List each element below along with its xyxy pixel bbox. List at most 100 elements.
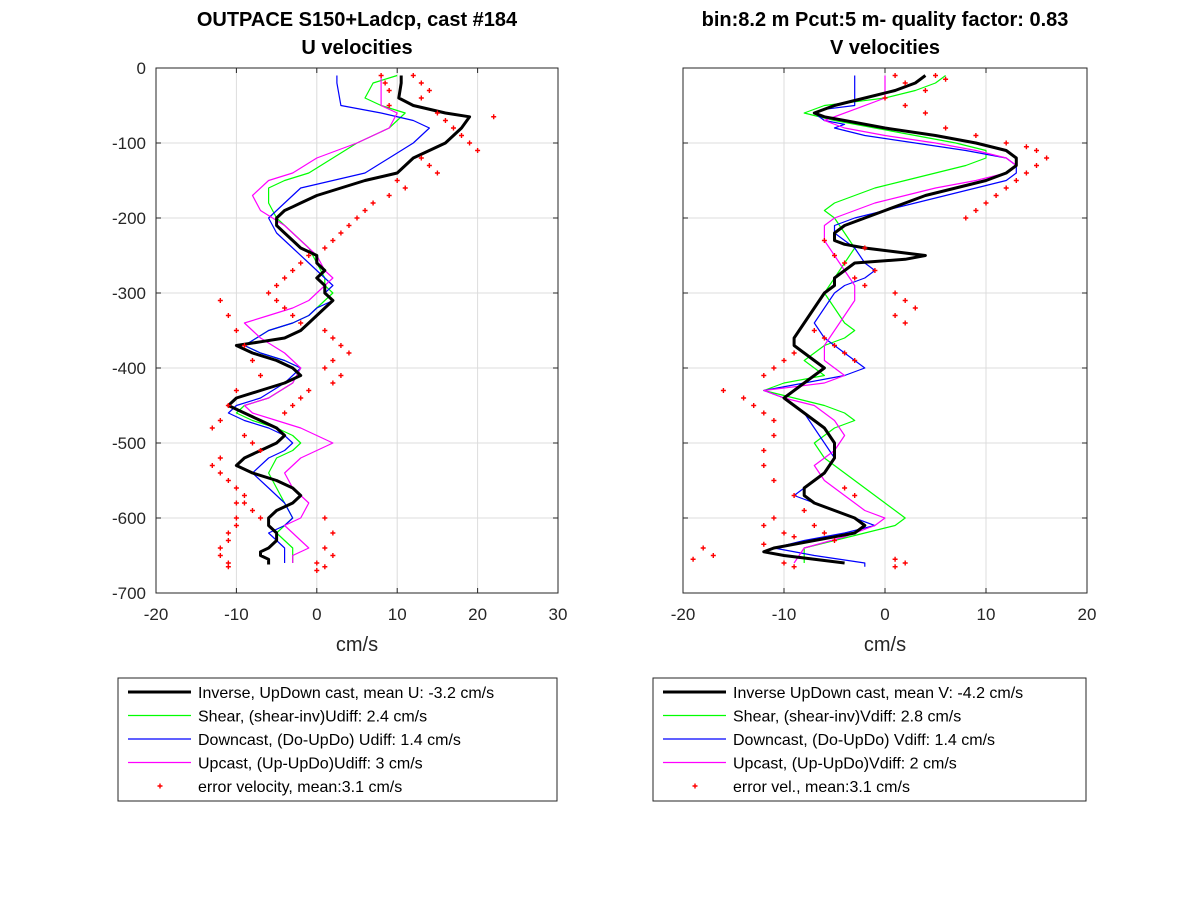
u-error-point (346, 223, 352, 228)
v-error-point (1023, 144, 1029, 150)
u-y-tick-label: 0 (137, 59, 146, 78)
v-error-point (821, 530, 827, 536)
v-grid (683, 68, 1087, 593)
u-error-point (241, 493, 247, 498)
u-legend-label-inverse: Inverse, UpDown cast, mean U: -3.2 cm/s (198, 685, 494, 702)
v-error-point (892, 73, 898, 78)
v-y-ticks (683, 67, 1087, 594)
v-error-point (922, 88, 928, 93)
u-shear-line (235, 74, 406, 563)
v-error-point (791, 534, 797, 540)
u-grid (156, 68, 558, 593)
u-error-point (298, 395, 304, 401)
v-error-point (852, 358, 858, 363)
v-error-point (842, 350, 848, 356)
u-error-point (298, 260, 304, 266)
v-error-point (791, 493, 797, 498)
u-x-label: cm/s (336, 634, 378, 656)
v-error-point (781, 560, 787, 566)
v-error-point (832, 343, 837, 348)
v-error-point (993, 193, 999, 198)
u-error-point (386, 88, 392, 93)
u-inverse-line (226, 75, 472, 565)
u-error-point (274, 283, 280, 288)
u-error-point (314, 560, 320, 566)
u-x-ticks: -20 -10 0 10 20 30 (144, 68, 568, 624)
v-error-point (842, 485, 848, 491)
u-error-point (258, 448, 264, 453)
v-upcast-line (763, 75, 1017, 564)
u-error-point (322, 545, 328, 551)
v-error-point (761, 541, 767, 547)
u-error-point (491, 114, 497, 120)
u-error-point (386, 193, 392, 198)
v-error-point (882, 95, 888, 101)
u-error-point (475, 148, 481, 153)
v-error-point (771, 433, 777, 438)
u-error-point (314, 568, 320, 573)
v-error-markers (690, 73, 1050, 570)
u-error-point (322, 515, 328, 521)
u-error-point (282, 305, 288, 311)
v-legend-marker-error (692, 783, 698, 789)
v-error-point (771, 365, 777, 371)
u-error-point (418, 80, 424, 86)
v-error-point (902, 80, 908, 86)
u-error-point (217, 455, 223, 461)
u-error-point (322, 564, 328, 570)
v-error-point (690, 556, 696, 562)
u-y-tick-label: -700 (112, 584, 146, 603)
v-error-point (832, 538, 837, 543)
u-error-point (330, 335, 336, 341)
v-error-point (842, 260, 848, 266)
v-error-point (761, 523, 767, 528)
u-error-point (322, 245, 328, 251)
u-legend-label-upcast: Upcast, (Up-UpDo)Udiff: 3 cm/s (198, 756, 423, 773)
u-error-point (209, 425, 215, 431)
u-error-point (290, 403, 296, 408)
u-y-tick-label: -400 (112, 359, 146, 378)
u-y-ticks: 0 -100 -200 -300 -400 -500 -600 -700 (112, 59, 558, 603)
u-x-tick-label: 10 (388, 605, 407, 624)
u-x-tick-label: 20 (468, 605, 487, 624)
v-error-point (852, 493, 858, 498)
v-error-point (801, 508, 807, 513)
v-legend-label-downcast: Downcast, (Do-UpDo) Vdiff: 1.4 cm/s (733, 732, 995, 749)
u-error-point (402, 185, 408, 191)
u-error-point (241, 433, 247, 438)
v-error-point (811, 523, 817, 528)
v-error-point (902, 103, 908, 108)
v-error-point (821, 238, 827, 243)
u-title-line2: U velocities (301, 37, 412, 59)
u-error-point (233, 515, 239, 521)
v-x-tick-label: 0 (880, 605, 889, 624)
u-error-markers (209, 73, 497, 573)
u-error-point (225, 313, 231, 318)
v-error-point (771, 418, 777, 423)
u-x-tick-label: 30 (549, 605, 568, 624)
v-error-point (832, 253, 837, 258)
u-legend-label-shear: Shear, (shear-inv)Udiff: 2.4 cm/s (198, 709, 427, 726)
u-error-point (322, 365, 328, 371)
v-error-point (892, 290, 898, 296)
v-error-point (761, 463, 767, 468)
u-error-point (370, 200, 376, 206)
u-error-point (233, 328, 239, 333)
v-error-point (1034, 163, 1039, 168)
u-error-point (298, 320, 304, 326)
u-error-point (274, 298, 280, 303)
u-error-point (418, 95, 424, 101)
v-error-point (862, 283, 868, 288)
u-error-point (434, 170, 440, 176)
v-error-point (1013, 178, 1019, 183)
u-y-tick-label: -200 (112, 209, 146, 228)
v-error-point (943, 125, 949, 131)
v-error-point (700, 545, 706, 551)
v-error-point (821, 335, 827, 341)
v-error-point (892, 556, 898, 562)
v-error-point (751, 403, 757, 408)
v-error-point (973, 208, 979, 213)
u-legend: Inverse, UpDown cast, mean U: -3.2 cm/s S… (117, 677, 558, 802)
u-error-point (290, 313, 296, 318)
